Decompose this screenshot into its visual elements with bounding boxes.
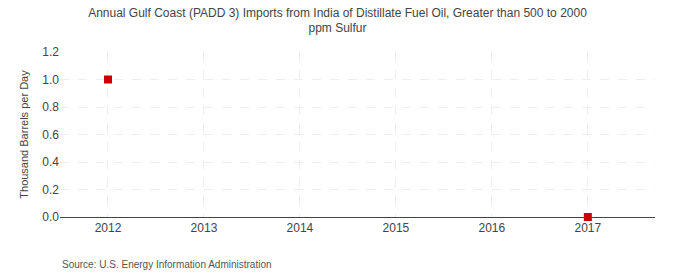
svg-text:1.2: 1.2 [42,45,59,59]
svg-text:0.4: 0.4 [42,155,59,169]
svg-text:0.6: 0.6 [42,128,59,142]
svg-text:2016: 2016 [478,221,505,235]
svg-text:Thousand Barrels per Day: Thousand Barrels per Day [18,70,30,199]
svg-text:Source: U.S. Energy Informatio: Source: U.S. Energy Information Administ… [62,259,272,270]
svg-text:2017: 2017 [574,221,601,235]
svg-text:0.2: 0.2 [42,183,59,197]
svg-text:2015: 2015 [383,221,410,235]
svg-text:2013: 2013 [191,221,218,235]
svg-text:Annual Gulf Coast (PADD 3) Imp: Annual Gulf Coast (PADD 3) Imports from … [88,6,587,36]
svg-text:0.8: 0.8 [42,100,59,114]
svg-text:0.0: 0.0 [42,210,59,224]
svg-text:2014: 2014 [287,221,314,235]
svg-text:1.0: 1.0 [42,73,59,87]
svg-text:2012: 2012 [95,221,122,235]
